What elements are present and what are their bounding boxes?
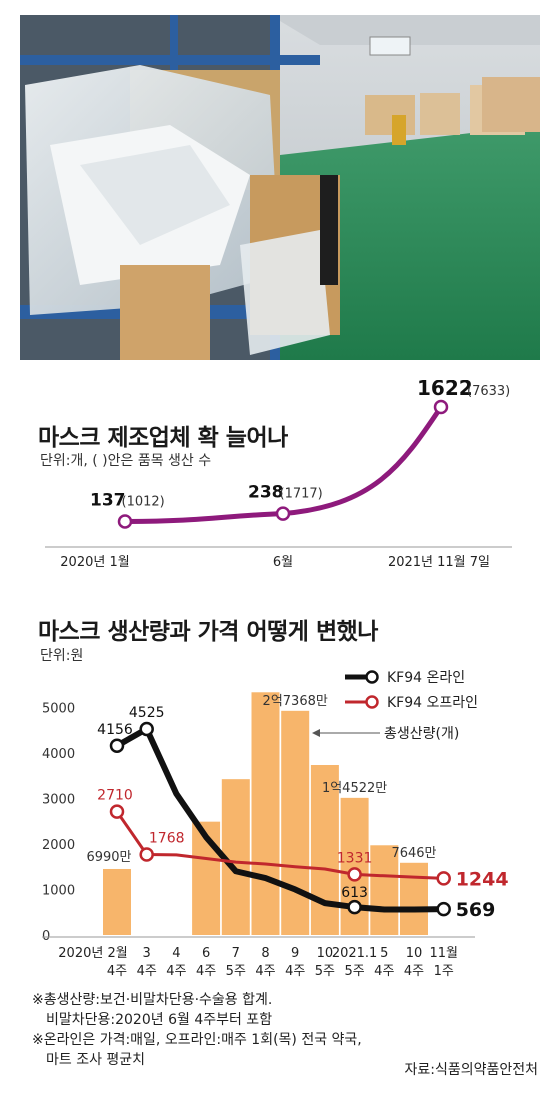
chart2-ytick-label: 5000 <box>42 701 75 716</box>
chart2-line-label: 569 <box>456 899 496 921</box>
chart2-xtick-sublabel: 5주 <box>226 964 246 979</box>
chart2-point <box>347 899 362 915</box>
chart2-xtick-sublabel: 4주 <box>374 964 394 979</box>
chart2-xtick-label: 5 <box>380 946 388 961</box>
chart1-category-label: 6월 <box>273 555 293 570</box>
chart2-xtick-sublabel: 4주 <box>285 964 305 979</box>
chart1-title: 마스크 제조업체 확 늘어나 <box>38 425 288 451</box>
chart2-xtick-label: 10 <box>406 946 423 961</box>
chart2-bar <box>400 862 428 935</box>
chart2-ytick-label: 2000 <box>42 838 75 853</box>
chart2-pointer-arrow <box>312 729 320 737</box>
chart1-point <box>117 514 133 529</box>
chart2-legend-marker <box>365 670 379 684</box>
note-line: 비말차단용:2020년 6월 4주부터 포함 <box>46 1012 273 1028</box>
chart2-xtick-sublabel: 4주 <box>404 964 424 979</box>
chart1-svg: 137(1012) 238(1717) 1622(7633) 2020년 1월 6월 20… <box>45 380 512 570</box>
chart2-ytick-label: 4000 <box>42 747 75 762</box>
chart2-line-label: 1244 <box>456 868 509 890</box>
chart2-xtick-sublabel: 5주 <box>344 964 364 979</box>
warehouse-illustration <box>20 15 540 360</box>
chart2-series-line <box>114 725 447 913</box>
chart2-bar-annotation: 6990만 <box>86 850 131 865</box>
chart2-ytick-label: 1000 <box>42 883 75 898</box>
chart2-line-label: 1768 <box>149 830 185 846</box>
chart2-line-label: 4156 <box>97 722 133 738</box>
chart1-value-label: 238 <box>248 483 284 503</box>
chart2-line-label: 613 <box>341 885 368 901</box>
chart2-bar-annotation: 1억4522만 <box>322 781 387 796</box>
chart2-xtick-label: 10 <box>317 946 334 961</box>
chart2-point <box>109 804 125 819</box>
chart2-title: 마스크 생산량과 가격 어떻게 변했나 <box>38 619 378 645</box>
chart2-bar <box>340 797 369 935</box>
chart1-subtitle: 단위:개, ( )안은 품목 생산 수 <box>40 453 212 469</box>
chart2-bar <box>281 710 310 935</box>
chart2-xtick-label: 4 <box>172 946 180 961</box>
chart1-point <box>275 506 291 521</box>
footnotes: ※총생산량:보건·비말차단용·수술용 합계. 비말차단용:2020년 6월 4주… <box>32 990 362 1070</box>
chart2-legend-label: KF94 오프라인 <box>387 695 478 711</box>
chart2-svg: 5000400030002000100006990만2억7368만1억4522만… <box>42 670 509 979</box>
chart2-bar-annotation: 7646만 <box>391 846 436 861</box>
chart2-bar-annotation: 2억7368만 <box>263 694 328 709</box>
chart2-point <box>139 721 154 737</box>
chart2-bar <box>251 692 280 935</box>
chart2-xtick-label: 11월 <box>429 946 458 961</box>
note-line: 마트 조사 평균치 <box>46 1052 146 1068</box>
chart2-point <box>436 901 451 917</box>
chart2-xtick-label: 8 <box>261 946 269 961</box>
chart1-category-label: 2021년 11월 7일 <box>388 555 490 570</box>
chart2-xtick-label: 2021.1 <box>332 946 378 961</box>
chart2-ytick-label: 3000 <box>42 792 75 807</box>
chart2-legend-marker <box>365 695 379 709</box>
chart2-xtick-sublabel: 4주 <box>137 964 157 979</box>
chart1-category-label: 2020년 1월 <box>60 555 129 570</box>
chart1-sub-label: (1717) <box>280 487 323 502</box>
chart2-xtick-sublabel: 4주 <box>196 964 216 979</box>
chart2-bar <box>370 845 399 935</box>
chart2-xtick-sublabel: 1주 <box>434 964 454 979</box>
chart2-bar-series-label: 총생산량(개) <box>384 726 459 742</box>
chart2-legend-label: KF94 온라인 <box>387 670 465 686</box>
chart2-xtick-sublabel: 4주 <box>255 964 275 979</box>
chart2-line-label: 4525 <box>129 705 165 721</box>
chart2-point <box>139 847 154 862</box>
chart1-series-line <box>122 404 444 524</box>
chart2-xtick-label: 2020년 2월 <box>58 946 127 961</box>
chart2-point <box>109 738 125 754</box>
source-credit: 자료:식품의약품안전처 <box>404 1062 538 1078</box>
factory-photo <box>20 15 540 360</box>
chart2-point <box>347 867 362 882</box>
chart1-point <box>433 399 449 415</box>
chart2-line-label: 1331 <box>337 850 373 866</box>
chart2-subtitle: 단위:원 <box>40 648 84 664</box>
chart2-xtick-label: 3 <box>143 946 151 961</box>
note-line: ※온라인은 가격:매일, 오프라인:매주 1회(목) 전국 약국, <box>32 1032 362 1048</box>
chart2-xtick-sublabel: 4주 <box>166 964 186 979</box>
note-line: ※총생산량:보건·비말차단용·수술용 합계. <box>32 992 273 1008</box>
chart2-xtick-sublabel: 5주 <box>315 964 335 979</box>
chart2-point <box>436 871 451 886</box>
chart2-xtick-sublabel: 4주 <box>107 964 127 979</box>
chart2-xtick-label: 9 <box>291 946 299 961</box>
chart1-value-label: 1622 <box>417 380 473 400</box>
chart1-value-label: 137 <box>90 490 126 510</box>
chart2-series-line <box>115 810 446 880</box>
chart2-line-label: 2710 <box>97 788 133 804</box>
chart1-sub-label: (7633) <box>467 384 510 399</box>
chart2-bar <box>103 868 131 935</box>
chart1-sub-label: (1012) <box>122 494 165 509</box>
chart2-xtick-label: 6 <box>202 946 210 961</box>
chart2-xtick-label: 7 <box>232 946 240 961</box>
